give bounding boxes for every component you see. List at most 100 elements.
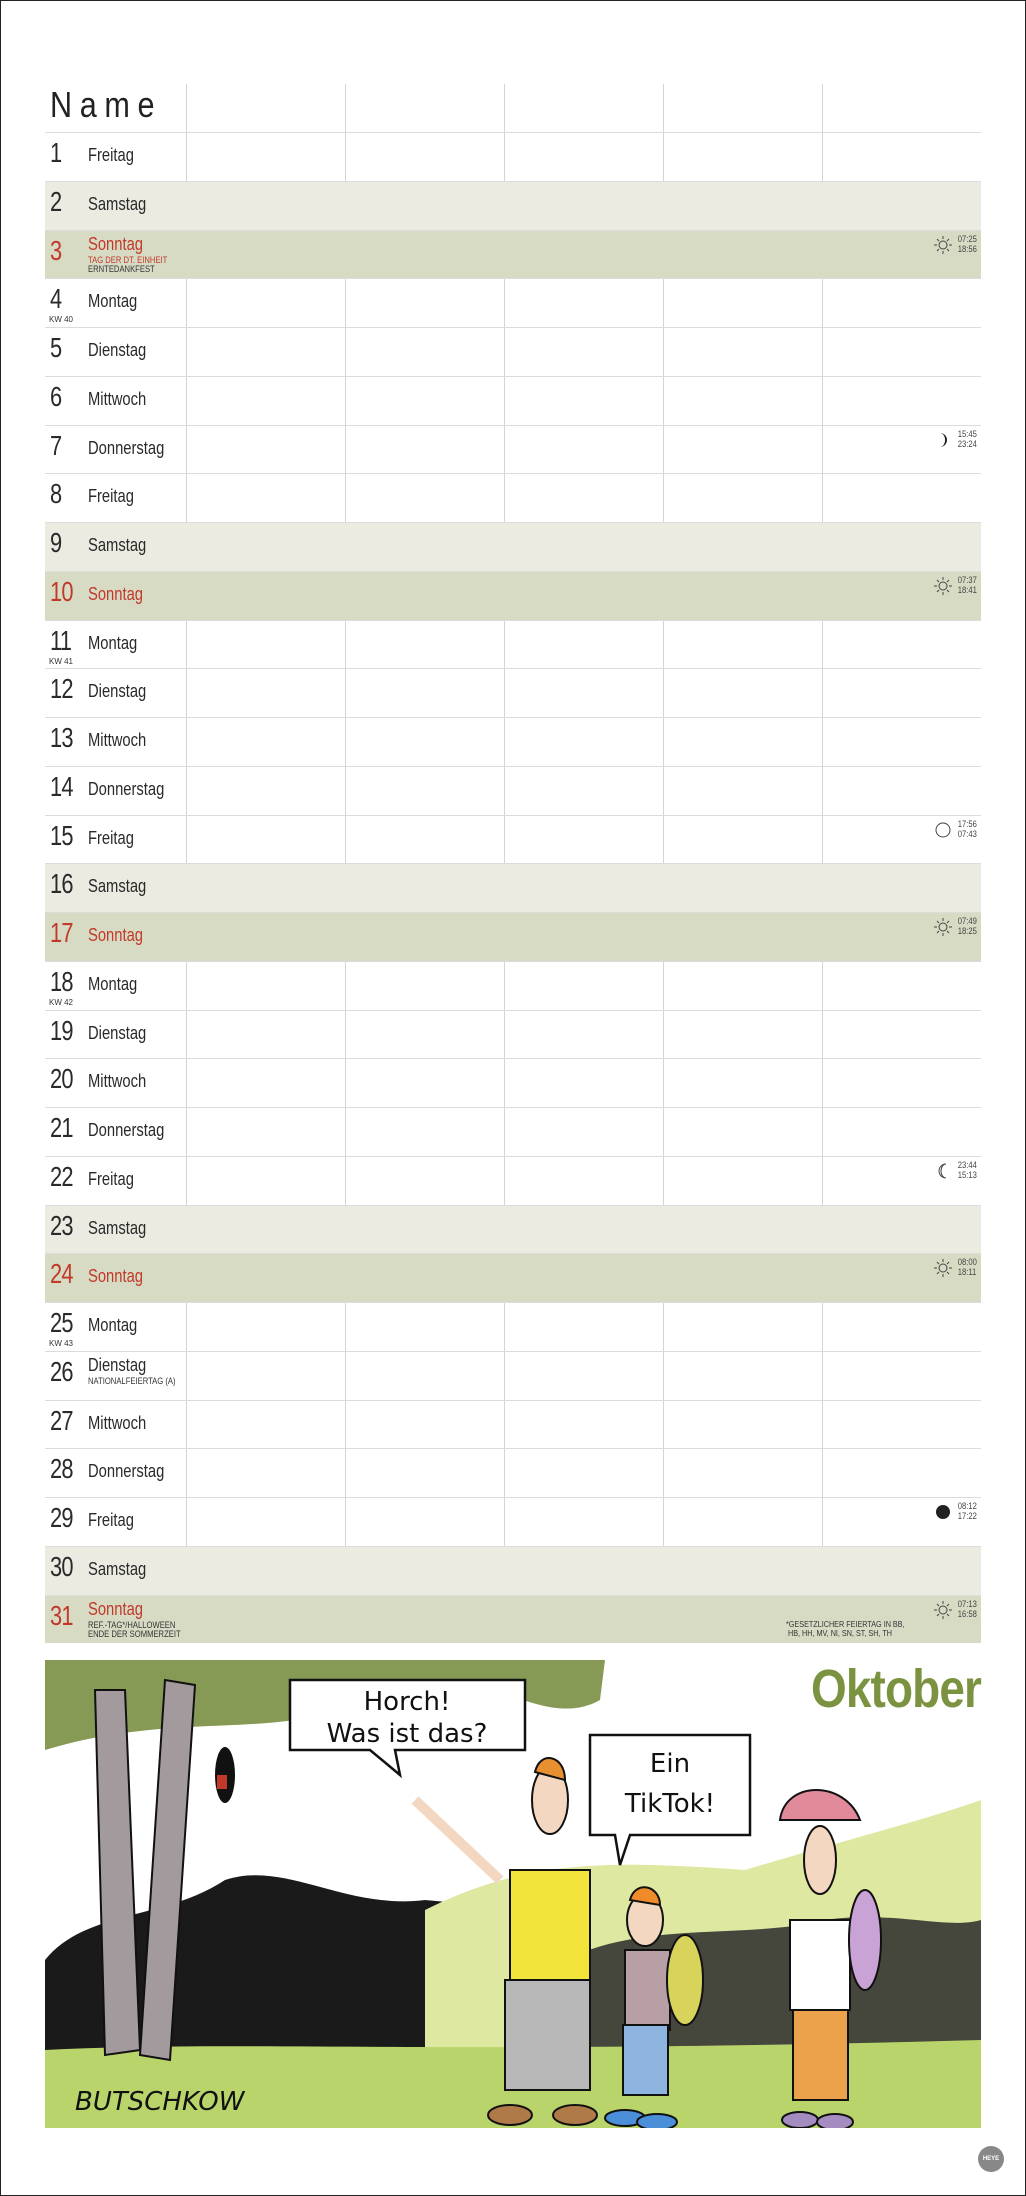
rise-time: 08:12 <box>958 1501 978 1511</box>
day-row[interactable]: 8 Freitag <box>45 473 981 522</box>
day-number: 20 <box>50 1063 74 1095</box>
rise-time: 15:45 <box>958 428 978 439</box>
weekday-label: Freitag <box>88 1510 134 1530</box>
day-row[interactable]: 18 Montag KW 42 <box>45 960 981 1010</box>
day-row[interactable]: 31 Sonntag REF.-TAG*/HALLOWEEN ENDE DER SO… <box>45 1594 981 1644</box>
day-row[interactable]: 20 Mittwoch <box>45 1058 981 1107</box>
speech-bubble-2 <box>588 1733 752 1866</box>
day-number: 5 <box>50 332 62 363</box>
weekday-label: Donnerstag <box>88 778 165 799</box>
day-number: 31 <box>50 1599 74 1631</box>
rise-time: 08:00 <box>958 1257 978 1268</box>
day-number: 8 <box>50 478 62 510</box>
day-number: 26 <box>50 1355 74 1387</box>
day-row[interactable]: 4 Montag KW 40 <box>45 278 981 327</box>
day-row[interactable]: 24 Sonntag 08:00 18:11 <box>45 1253 981 1302</box>
set-time: 15:13 <box>958 1169 978 1180</box>
cartoon-illustration: Horch! Was ist das? Ein TikTok! BUTSCHKO… <box>45 1660 981 2128</box>
sun-icon <box>934 235 953 254</box>
calendar-week: KW 40 <box>49 315 74 325</box>
astro-info: 15:45 23:24 <box>934 429 979 449</box>
astro-info: 07:25 18:56 <box>934 234 979 254</box>
svg-text:Ein: Ein <box>650 1749 690 1779</box>
month-title: Oktober <box>810 1659 982 1719</box>
holiday-note: REF.-TAG*/HALLOWEEN <box>88 1619 176 1630</box>
day-row[interactable]: 22 Freitag 23:44 15:13 <box>45 1155 981 1205</box>
day-row[interactable]: 30 Samstag <box>45 1545 981 1595</box>
day-row[interactable]: 29 Freitag 08:12 17:22 <box>45 1497 981 1546</box>
rise-time: 07:49 <box>958 916 978 926</box>
rise-time: 07:37 <box>958 574 978 585</box>
sun-icon <box>934 1600 953 1619</box>
day-number: 29 <box>50 1502 74 1533</box>
woman-figure <box>778 1789 882 2128</box>
day-row[interactable]: 21 Donnerstag <box>45 1107 981 1156</box>
astro-info: 07:37 18:41 <box>934 575 979 595</box>
day-number: 23 <box>50 1209 74 1241</box>
set-time: 17:22 <box>958 1511 978 1521</box>
calendar-week: KW 43 <box>49 1339 74 1348</box>
day-row[interactable]: 16 Samstag <box>45 863 981 912</box>
weekday-label: Montag <box>88 1315 138 1335</box>
day-row[interactable]: 11 Montag KW 41 <box>45 619 981 669</box>
weekday-label: Samstag <box>88 535 147 555</box>
weekday-label: Sonntag <box>88 583 143 604</box>
weekday-label: Montag <box>88 291 138 312</box>
weekday-label: Freitag <box>88 145 134 165</box>
day-number: 12 <box>50 673 74 705</box>
sun-icon <box>934 918 953 936</box>
artist-signature: BUTSCHKOW <box>75 2087 246 2117</box>
full-moon-icon <box>935 822 951 837</box>
day-number: 14 <box>50 770 74 802</box>
day-row[interactable]: 13 Mittwoch <box>45 717 981 766</box>
set-time: 18:11 <box>958 1267 977 1278</box>
day-row[interactable]: 10 Sonntag 07:37 18:41 <box>45 570 981 620</box>
rise-time: 07:13 <box>958 1598 978 1609</box>
set-time: 18:56 <box>958 243 978 254</box>
rise-time: 07:25 <box>958 233 978 244</box>
day-row[interactable]: 3 Sonntag TAG DER DT. EINHEIT ERNTEDANKFES… <box>45 229 981 279</box>
day-number: 10 <box>50 575 74 607</box>
day-row[interactable]: 9 Samstag <box>45 522 981 571</box>
weekday-label: Donnerstag <box>88 1461 165 1482</box>
day-number: 22 <box>50 1160 74 1192</box>
day-row[interactable]: 5 Dienstag <box>45 327 981 376</box>
weekday-label: Sonntag <box>88 1598 143 1619</box>
weekday-label: Dienstag <box>88 1022 147 1043</box>
day-row[interactable]: 1 Freitag <box>45 132 981 181</box>
day-number: 30 <box>50 1550 74 1582</box>
astro-info: 07:49 18:25 <box>934 916 979 936</box>
weekday-label: Samstag <box>88 1558 147 1579</box>
day-row[interactable]: 26 Dienstag NATIONALFEIERTAG (A) <box>45 1350 981 1400</box>
speech-bubble-1 <box>288 1678 527 1779</box>
sun-icon <box>934 576 953 595</box>
day-row[interactable]: 23 Samstag <box>45 1204 981 1254</box>
calendar-week: KW 42 <box>49 997 74 1007</box>
holiday-note: TAG DER DT. EINHEIT <box>88 254 168 265</box>
day-number: 1 <box>50 137 62 168</box>
astro-info: 07:13 16:58 <box>934 1599 979 1619</box>
day-row[interactable]: 14 Donnerstag <box>45 765 981 815</box>
day-row[interactable]: 27 Mittwoch <box>45 1399 981 1449</box>
day-row[interactable]: 6 Mittwoch <box>45 375 981 425</box>
day-row[interactable]: 7 Donnerstag 15:45 23:24 <box>45 424 981 474</box>
day-row[interactable]: 28 Donnerstag <box>45 1448 981 1497</box>
day-row[interactable]: 25 Montag KW 43 <box>45 1302 981 1351</box>
last-quarter-moon-icon <box>938 1163 947 1179</box>
day-number: 25 <box>50 1307 74 1338</box>
weekday-label: Mittwoch <box>88 1071 147 1092</box>
day-row[interactable]: 12 Dienstag <box>45 668 981 717</box>
holiday-note: ENDE DER SOMMERZEIT <box>88 1628 181 1639</box>
day-row[interactable]: 15 Freitag 17:56 07:43 <box>45 814 981 864</box>
day-row[interactable]: 19 Dienstag <box>45 1009 981 1059</box>
svg-text:TikTok!: TikTok! <box>624 1789 715 1819</box>
day-number: 9 <box>50 527 62 558</box>
day-number: 27 <box>50 1404 74 1436</box>
day-number: 7 <box>50 429 62 461</box>
new-moon-icon <box>936 1505 951 1519</box>
weekday-label: Freitag <box>88 827 134 848</box>
day-row[interactable]: 2 Samstag <box>45 180 981 230</box>
day-number: 17 <box>50 917 74 948</box>
weekday-label: Sonntag <box>88 1266 143 1287</box>
day-row[interactable]: 17 Sonntag 07:49 18:25 <box>45 912 981 961</box>
